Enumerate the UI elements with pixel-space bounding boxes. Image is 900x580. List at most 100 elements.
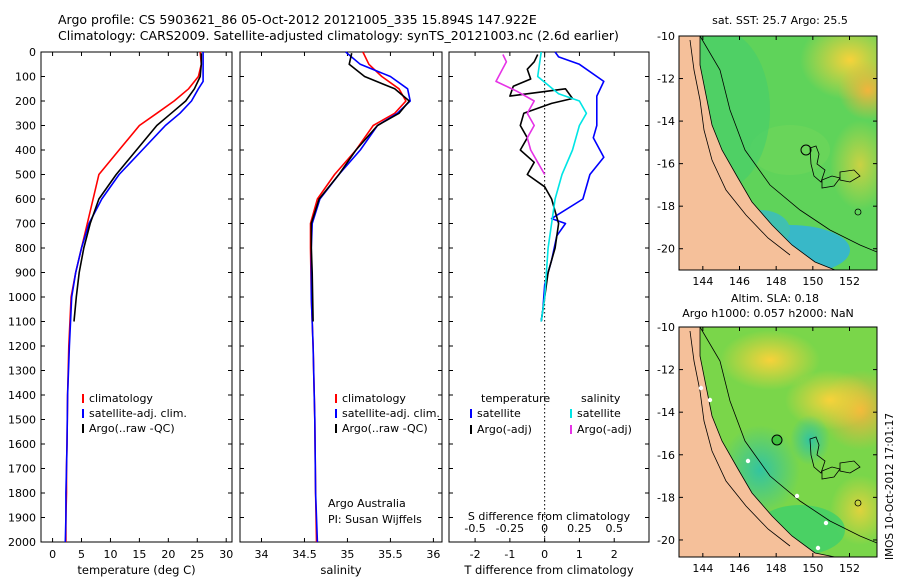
sla-map-xtick-label: 148 (766, 562, 787, 575)
sst-map-ytick-label: -16 (657, 158, 675, 171)
salinity-diff-tick-label: -0.5 (464, 522, 485, 535)
depth-tick-label: 100 (15, 71, 36, 84)
salinity-xtick-label: 36 (426, 548, 440, 561)
sst-map-ytick-label: -10 (657, 30, 675, 43)
sst-map-xtick-label: 144 (692, 275, 713, 288)
depth-tick-label: 300 (15, 120, 36, 133)
depth-tick-label: 1600 (8, 438, 36, 451)
salinity-legend-entry: climatology (342, 392, 406, 405)
depth-tick-label: 1900 (8, 512, 36, 525)
salinity-xtick-label: 34 (254, 548, 268, 561)
salinity-annotation: Argo Australia (328, 497, 406, 510)
difference-line-salinity-argo-adj- (495, 54, 546, 175)
difference-xtick-label: 1 (576, 548, 583, 561)
sst-map-frame (678, 35, 878, 271)
difference-frame (448, 51, 650, 543)
difference-xtick-label: -2 (470, 548, 481, 561)
difference-legend-entry: satellite (477, 407, 521, 420)
sst-map-xtick-label: 150 (802, 275, 823, 288)
difference-line-salinity-satellite (536, 51, 588, 322)
sla-map-ytick-label: -20 (657, 534, 675, 547)
title-line-2: Climatology: CARS2009. Satellite-adjuste… (58, 28, 619, 43)
difference-legend-entry: Argo(-adj) (477, 423, 532, 436)
salinity-diff-axis-label: S difference from climatology (468, 510, 631, 523)
title-line-1: Argo profile: CS 5903621_86 05-Oct-2012 … (58, 12, 537, 27)
depth-tick-label: 900 (15, 267, 36, 280)
difference-xlabel: T difference from climatology (463, 563, 634, 577)
temperature-legend-entry: climatology (89, 392, 153, 405)
difference-line-temperature-argo-adj- (509, 54, 574, 322)
salinity-panel: 34 34.5 35 35.5 36 salinity climatology satelli… (239, 51, 443, 577)
sla-map-ytick-label: -10 (657, 321, 675, 334)
temperature-panel: 0100200300400500600700800900100011001200… (8, 46, 233, 577)
salinity-diff-tick-label: 0.25 (567, 522, 592, 535)
salinity-legend-entry: satellite-adj. clim. (342, 407, 440, 420)
sla-map-title: Altim. SLA: 0.18 (731, 292, 819, 305)
salinity-line-argo-raw-qc- (310, 53, 411, 322)
sla-map-ytick-label: -16 (657, 449, 675, 462)
sst-map-xtick-label: 152 (839, 275, 860, 288)
depth-tick-label: 1300 (8, 365, 36, 378)
sst-map-ytick-label: -18 (657, 200, 675, 213)
depth-tick-label: 2000 (8, 536, 36, 549)
temperature-legend-entry: Argo(..raw -QC) (89, 422, 175, 435)
depth-tick-label: 700 (15, 218, 36, 231)
temperature-line-satellite-adj-clim- (64, 52, 204, 543)
salinity-xlabel: salinity (320, 563, 361, 577)
temperature-xtick-label: 5 (78, 548, 85, 561)
difference-legend-entry: satellite (577, 407, 621, 420)
sla-map-axes: 144 146 148 150 152 -10 -12 -14 -16 -18 -20 Altim. … (657, 292, 878, 575)
depth-tick-label: 500 (15, 169, 36, 182)
depth-tick-label: 0 (29, 46, 36, 59)
sst-map-ytick-label: -14 (657, 115, 675, 128)
difference-legend-entry: Argo(-adj) (577, 423, 632, 436)
sst-map-xtick-label: 148 (766, 275, 787, 288)
depth-tick-label: 1000 (8, 291, 36, 304)
sla-map-ytick-label: -18 (657, 491, 675, 504)
sst-map-title: sat. SST: 25.7 Argo: 25.5 (712, 14, 848, 27)
depth-tick-label: 200 (15, 95, 36, 108)
salinity-frame (239, 51, 443, 543)
salinity-diff-tick-label: -0.25 (496, 522, 524, 535)
sla-map-ytick-label: -14 (657, 406, 675, 419)
depth-tick-label: 1200 (8, 340, 36, 353)
difference-xtick-label: 2 (611, 548, 618, 561)
sla-map-xtick-label: 150 (802, 562, 823, 575)
difference-legend-title: salinity (581, 392, 621, 405)
difference-panel: -2 -1 0 1 2 T difference from climatology -0.5… (448, 51, 650, 577)
depth-tick-label: 1500 (8, 414, 36, 427)
difference-xtick-label: -1 (504, 548, 515, 561)
depth-tick-label: 400 (15, 144, 36, 157)
sst-map-ytick-label: -20 (657, 243, 675, 256)
temperature-xtick-label: 20 (161, 548, 175, 561)
temperature-xlabel: temperature (deg C) (77, 563, 195, 577)
sla-map-frame (678, 326, 878, 558)
sst-map-ytick-label: -12 (657, 73, 675, 86)
temperature-xtick-label: 10 (103, 548, 117, 561)
sst-map-xtick-label: 146 (729, 275, 750, 288)
sla-map-xtick-label: 144 (692, 562, 713, 575)
temperature-line-argo-raw-qc- (73, 53, 203, 322)
salinity-diff-tick-label: 0.5 (605, 522, 623, 535)
depth-tick-label: 600 (15, 193, 36, 206)
salinity-xtick-label: 34.5 (292, 548, 317, 561)
depth-tick-label: 1100 (8, 316, 36, 329)
depth-tick-label: 1700 (8, 463, 36, 476)
sla-map-subtitle: Argo h1000: 0.057 h2000: NaN (682, 307, 854, 320)
temperature-xtick-label: 0 (49, 548, 56, 561)
sla-map-ytick-label: -12 (657, 364, 675, 377)
salinity-legend-entry: Argo(..raw -QC) (342, 422, 428, 435)
sst-map (679, 36, 877, 270)
temperature-xtick-label: 25 (190, 548, 204, 561)
temperature-xtick-label: 15 (132, 548, 146, 561)
depth-tick-label: 800 (15, 242, 36, 255)
difference-legend-title: temperature (481, 392, 550, 405)
temperature-legend-entry: satellite-adj. clim. (89, 407, 187, 420)
salinity-annotation: PI: Susan Wijffels (328, 513, 422, 526)
sst-map-axes: 144 146 148 150 152 -10 -12 -14 -16 -18 -20 sat. SS… (657, 14, 878, 288)
temperature-xtick-label: 30 (219, 548, 233, 561)
salinity-diff-tick-label: 0 (541, 522, 548, 535)
salinity-xtick-label: 35 (340, 548, 354, 561)
depth-tick-label: 1400 (8, 389, 36, 402)
